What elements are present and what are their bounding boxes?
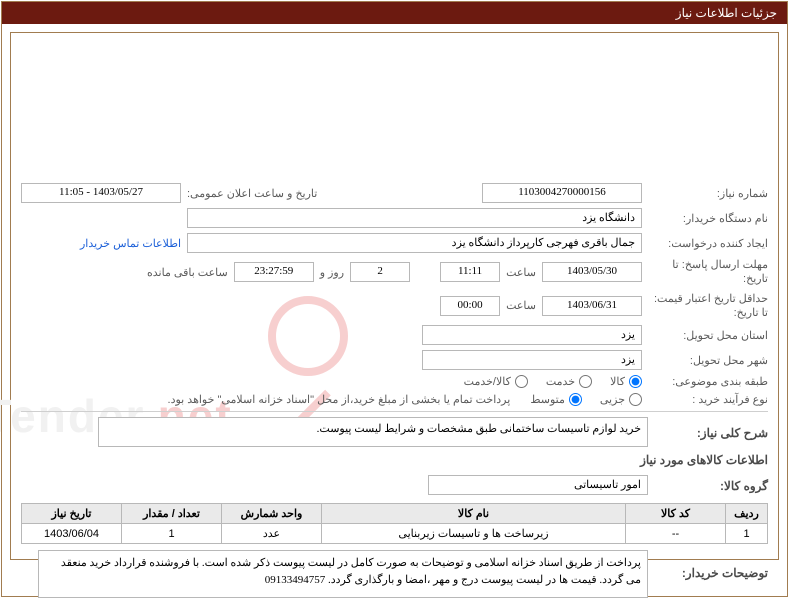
label-days-and: روز و (320, 266, 344, 279)
th-qty: تعداد / مقدار (122, 504, 222, 524)
field-ann-date: 1403/05/27 - 11:05 (21, 183, 181, 203)
radio-goods[interactable] (629, 375, 642, 388)
process-note: پرداخت تمام یا بخشی از مبلغ خرید،از محل … (168, 393, 511, 406)
field-price-valid-date: 1403/06/31 (542, 296, 642, 316)
label-goods-group: گروه کالا: (648, 479, 768, 493)
radio-goods-service[interactable] (515, 375, 528, 388)
radio-partial-label: جزیی (600, 393, 642, 406)
cell-qty: 1 (122, 524, 222, 544)
radio-medium[interactable] (569, 393, 582, 406)
field-need-desc: خرید لوازم تاسیسات ساختمانی طبق مشخصات و… (98, 417, 648, 447)
label-subject-class: طبقه بندی موضوعی: (648, 375, 768, 388)
field-city: یزد (422, 350, 642, 370)
label-city: شهر محل تحویل: (648, 354, 768, 367)
label-province: استان محل تحویل: (648, 329, 768, 342)
goods-table: ردیف کد کالا نام کالا واحد شمارش تعداد /… (21, 503, 768, 544)
label-need-desc: شرح کلی نیاز: (648, 426, 768, 440)
cell-unit: عدد (222, 524, 322, 544)
table-header-row: ردیف کد کالا نام کالا واحد شمارش تعداد /… (22, 504, 768, 524)
label-requester: ایجاد کننده درخواست: (648, 237, 768, 250)
field-deadline-date: 1403/05/30 (542, 262, 642, 282)
label-buyer-notes: توضیحات خریدار: (648, 556, 768, 580)
th-name: نام کالا (322, 504, 626, 524)
radio-goods-label: کالا (610, 375, 642, 388)
radio-service-label: خدمت (546, 375, 592, 388)
table-row: 1 -- زیرساخت ها و تاسیسات زیربنایی عدد 1… (22, 524, 768, 544)
th-row: ردیف (726, 504, 768, 524)
radio-service[interactable] (579, 375, 592, 388)
section-goods-info: اطلاعات کالاهای مورد نیاز (21, 453, 768, 467)
radio-partial[interactable] (629, 393, 642, 406)
label-buyer-org: نام دستگاه خریدار: (648, 212, 768, 225)
label-need-no: شماره نیاز: (648, 187, 768, 200)
th-code: کد کالا (626, 504, 726, 524)
label-ann-date: تاریخ و ساعت اعلان عمومی: (187, 187, 317, 200)
field-requester: جمال باقری فهرجی کارپرداز دانشگاه یزد (187, 233, 642, 253)
th-date: تاریخ نیاز (22, 504, 122, 524)
divider-1 (21, 411, 768, 412)
contact-info-link[interactable]: اطلاعات تماس خریدار (80, 237, 181, 250)
label-remaining: ساعت باقی مانده (147, 266, 228, 279)
cell-code: -- (626, 524, 726, 544)
page-title: جزئیات اطلاعات نیاز (2, 2, 787, 24)
cell-date: 1403/06/04 (22, 524, 122, 544)
field-days-remaining: 2 (350, 262, 410, 282)
cell-name: زیرساخت ها و تاسیسات زیربنایی (322, 524, 626, 544)
field-deadline-hour: 11:11 (440, 262, 500, 282)
field-goods-group: امور تاسیساتی (428, 475, 648, 495)
label-hour-1: ساعت (506, 266, 536, 279)
field-buyer-org: دانشگاه یزد (187, 208, 642, 228)
label-deadline: مهلت ارسال پاسخ: تا تاریخ: (648, 258, 768, 287)
label-price-valid: حداقل تاریخ اعتبار قیمت: تا تاریخ: (648, 292, 768, 321)
field-province: یزد (422, 325, 642, 345)
cell-row: 1 (726, 524, 768, 544)
field-need-no: 1103004270000156 (482, 183, 642, 203)
label-hour-2: ساعت (506, 299, 536, 312)
label-process-type: نوع فرآیند خرید : (648, 393, 768, 406)
field-time-remaining: 23:27:59 (234, 262, 314, 282)
th-unit: واحد شمارش (222, 504, 322, 524)
radio-goods-service-label: کالا/خدمت (464, 375, 528, 388)
radio-medium-label: متوسط (530, 393, 582, 406)
field-buyer-notes: پرداخت از طریق اسناد خزانه اسلامی و توضی… (38, 550, 648, 598)
field-price-valid-hour: 00:00 (440, 296, 500, 316)
